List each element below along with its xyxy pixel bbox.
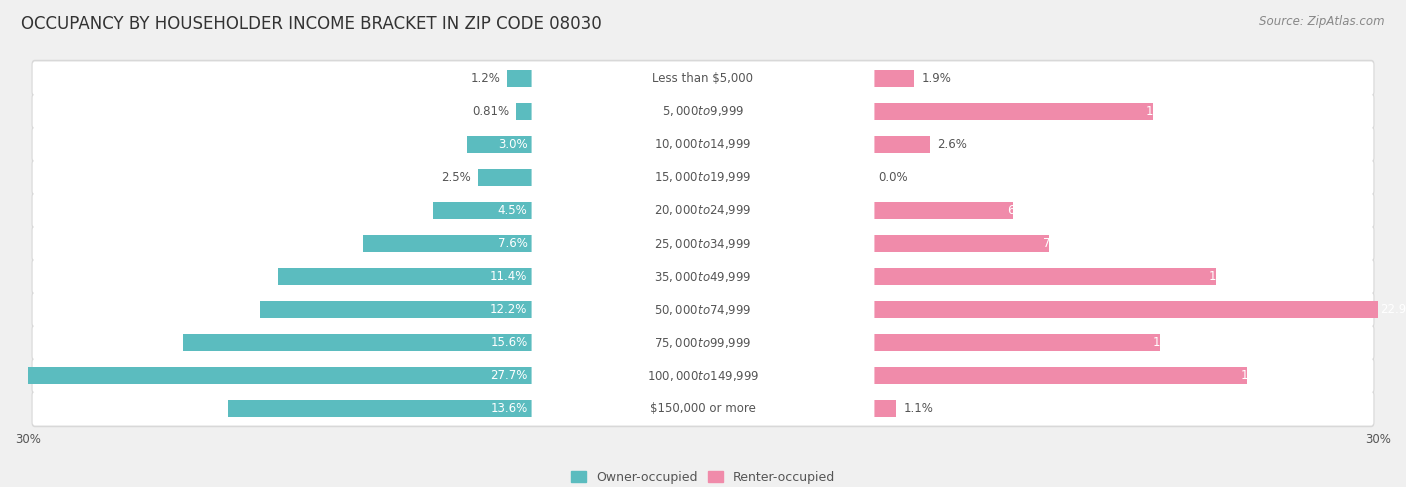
FancyBboxPatch shape <box>31 258 1375 295</box>
FancyBboxPatch shape <box>32 293 1374 326</box>
FancyBboxPatch shape <box>31 93 1375 130</box>
FancyBboxPatch shape <box>31 225 1375 262</box>
Bar <box>363 235 534 252</box>
Text: $5,000 to $9,999: $5,000 to $9,999 <box>662 104 744 118</box>
Text: 0.0%: 0.0% <box>879 171 908 184</box>
Text: 4.5%: 4.5% <box>498 204 527 217</box>
FancyBboxPatch shape <box>32 226 1374 261</box>
Bar <box>0 367 534 384</box>
Text: Source: ZipAtlas.com: Source: ZipAtlas.com <box>1260 15 1385 28</box>
FancyBboxPatch shape <box>531 330 875 356</box>
Text: 2.5%: 2.5% <box>441 171 471 184</box>
FancyBboxPatch shape <box>32 94 1374 128</box>
FancyBboxPatch shape <box>531 297 875 322</box>
Bar <box>872 136 931 153</box>
FancyBboxPatch shape <box>531 230 875 257</box>
Legend: Owner-occupied, Renter-occupied: Owner-occupied, Renter-occupied <box>567 466 839 487</box>
FancyBboxPatch shape <box>531 165 875 190</box>
Text: $20,000 to $24,999: $20,000 to $24,999 <box>654 204 752 218</box>
FancyBboxPatch shape <box>31 357 1375 394</box>
Text: OCCUPANCY BY HOUSEHOLDER INCOME BRACKET IN ZIP CODE 08030: OCCUPANCY BY HOUSEHOLDER INCOME BRACKET … <box>21 15 602 33</box>
FancyBboxPatch shape <box>31 159 1375 196</box>
Bar <box>478 169 534 186</box>
FancyBboxPatch shape <box>32 326 1374 359</box>
FancyBboxPatch shape <box>31 60 1375 97</box>
Text: $100,000 to $149,999: $100,000 to $149,999 <box>647 369 759 383</box>
FancyBboxPatch shape <box>531 263 875 290</box>
FancyBboxPatch shape <box>31 324 1375 361</box>
Text: 15.3%: 15.3% <box>1209 270 1246 283</box>
Text: $15,000 to $19,999: $15,000 to $19,999 <box>654 170 752 185</box>
Text: $50,000 to $74,999: $50,000 to $74,999 <box>654 302 752 317</box>
Text: Less than $5,000: Less than $5,000 <box>652 72 754 85</box>
Bar <box>872 202 1014 219</box>
Text: 15.6%: 15.6% <box>491 336 527 349</box>
Text: 12.2%: 12.2% <box>491 303 527 316</box>
Text: 7.6%: 7.6% <box>498 237 527 250</box>
Bar <box>872 400 897 417</box>
Text: 12.5%: 12.5% <box>1146 105 1184 118</box>
Bar <box>228 400 534 417</box>
Bar <box>872 103 1153 120</box>
Text: 27.7%: 27.7% <box>491 369 527 382</box>
Bar <box>516 103 534 120</box>
Bar <box>872 70 914 87</box>
Bar <box>278 268 534 285</box>
Bar <box>467 136 534 153</box>
Bar <box>872 301 1386 318</box>
FancyBboxPatch shape <box>531 396 875 422</box>
Text: 12.8%: 12.8% <box>1153 336 1189 349</box>
FancyBboxPatch shape <box>32 194 1374 227</box>
FancyBboxPatch shape <box>31 126 1375 163</box>
Text: 7.9%: 7.9% <box>1043 237 1073 250</box>
Text: 3.0%: 3.0% <box>498 138 527 151</box>
Text: $10,000 to $14,999: $10,000 to $14,999 <box>654 137 752 151</box>
FancyBboxPatch shape <box>32 359 1374 393</box>
FancyBboxPatch shape <box>32 260 1374 293</box>
Bar <box>872 334 1160 351</box>
FancyBboxPatch shape <box>32 161 1374 194</box>
FancyBboxPatch shape <box>531 197 875 224</box>
Text: 22.9%: 22.9% <box>1381 303 1406 316</box>
FancyBboxPatch shape <box>31 192 1375 229</box>
FancyBboxPatch shape <box>531 65 875 91</box>
Bar <box>183 334 534 351</box>
Text: $25,000 to $34,999: $25,000 to $34,999 <box>654 237 752 250</box>
Bar <box>508 70 534 87</box>
Text: 16.7%: 16.7% <box>1240 369 1278 382</box>
Bar <box>260 301 534 318</box>
FancyBboxPatch shape <box>531 98 875 124</box>
Text: 1.2%: 1.2% <box>471 72 501 85</box>
Text: 11.4%: 11.4% <box>491 270 527 283</box>
FancyBboxPatch shape <box>32 61 1374 95</box>
Bar <box>872 235 1049 252</box>
Text: 2.6%: 2.6% <box>936 138 967 151</box>
Text: $150,000 or more: $150,000 or more <box>650 402 756 415</box>
Bar <box>872 268 1216 285</box>
Text: 1.1%: 1.1% <box>903 402 934 415</box>
Text: 6.3%: 6.3% <box>1007 204 1036 217</box>
FancyBboxPatch shape <box>531 363 875 389</box>
Text: $75,000 to $99,999: $75,000 to $99,999 <box>654 336 752 350</box>
FancyBboxPatch shape <box>31 291 1375 328</box>
Text: 1.9%: 1.9% <box>921 72 950 85</box>
FancyBboxPatch shape <box>31 390 1375 427</box>
FancyBboxPatch shape <box>531 131 875 157</box>
FancyBboxPatch shape <box>32 128 1374 161</box>
Text: 0.81%: 0.81% <box>472 105 509 118</box>
Text: $35,000 to $49,999: $35,000 to $49,999 <box>654 269 752 283</box>
Bar <box>872 367 1247 384</box>
FancyBboxPatch shape <box>32 392 1374 426</box>
Bar <box>433 202 534 219</box>
Text: 13.6%: 13.6% <box>491 402 527 415</box>
